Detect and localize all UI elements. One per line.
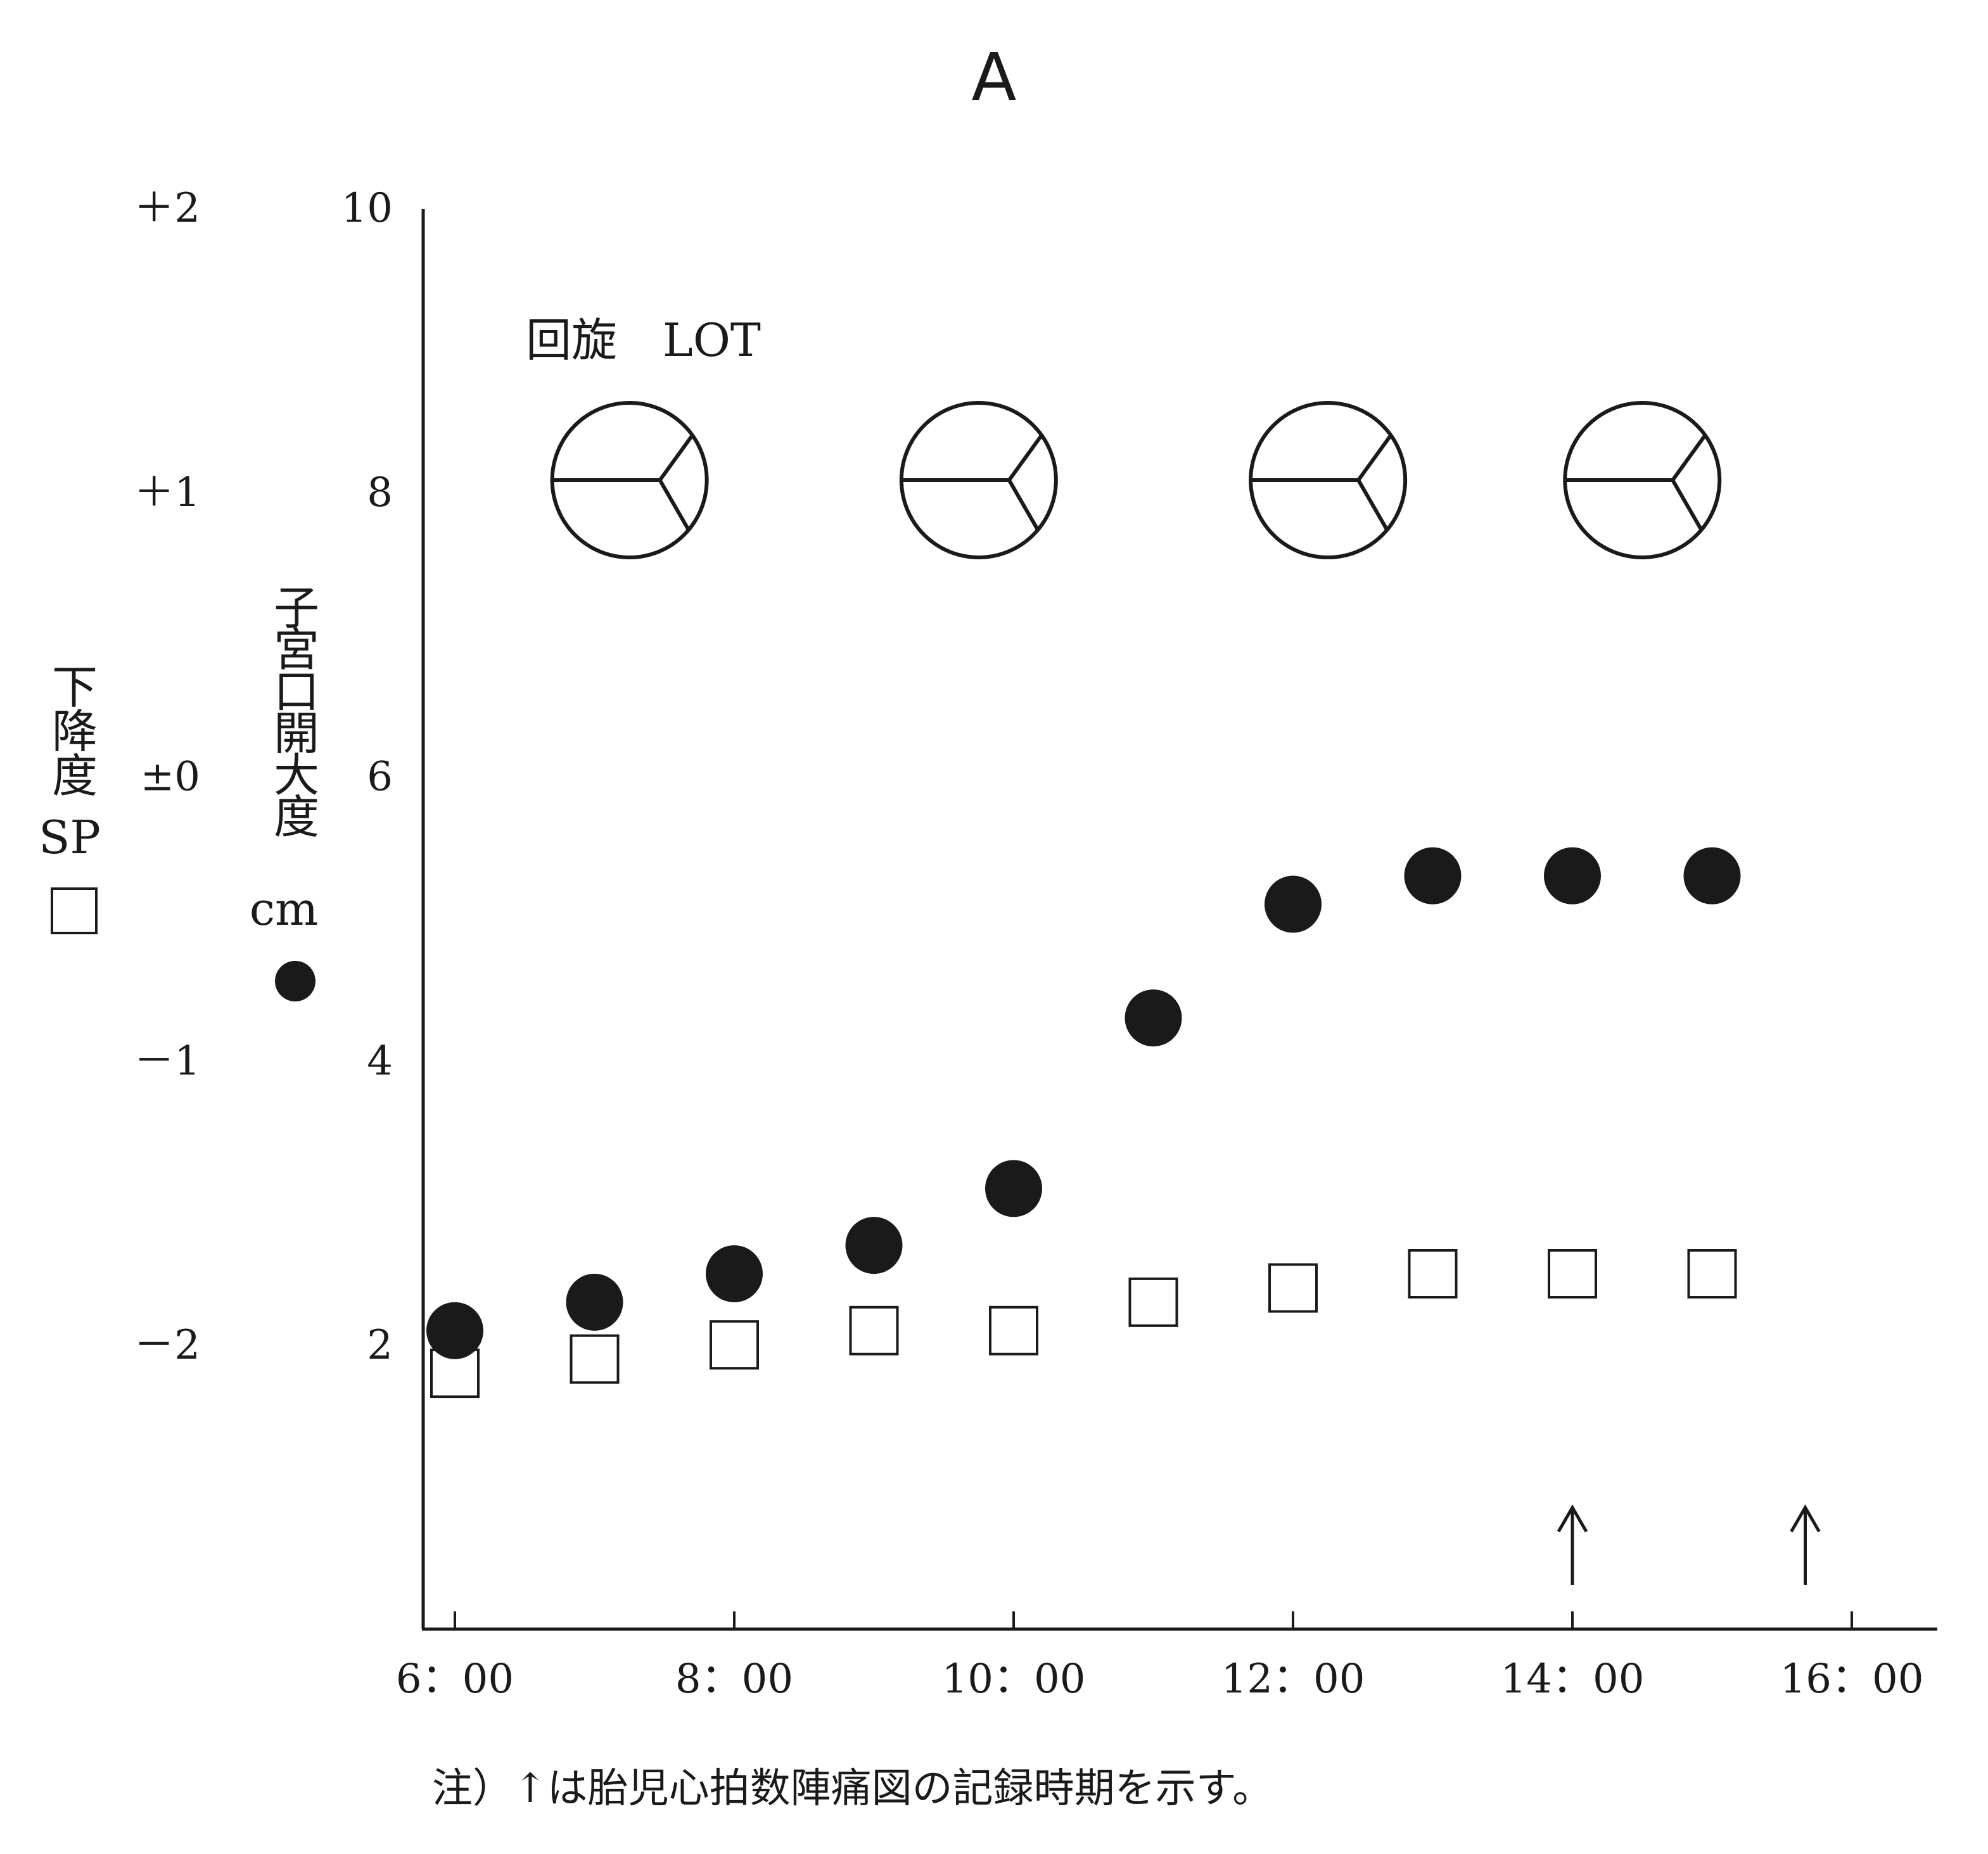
station-point [710,1320,759,1370]
x-tick-label: 16：00 [1780,1656,1924,1703]
x-tick-label: 8：00 [675,1656,793,1703]
dilation-point [426,1302,483,1359]
dilation-point [985,1160,1042,1217]
dilation-tick-label: 4 [367,1038,393,1084]
station-point [570,1334,620,1384]
x-tick-label: 14：00 [1501,1656,1645,1703]
station-label-char: 度 [52,749,98,803]
dilation-point [1544,847,1601,905]
footnote: 注）↑は胎児心拍数陣痛図の記録時期を示す。 [432,1765,1273,1812]
lot-rotation-icon [1563,401,1722,559]
station-point [1128,1277,1178,1327]
station-tick-label: ±0 [141,754,200,801]
station-unit: SP [39,811,101,864]
dilation-point [1683,847,1741,905]
station-point [1268,1263,1318,1313]
dilation-point [845,1217,903,1274]
dilation-series [426,847,1741,1359]
dilation-label-char: 大 [274,749,319,802]
station-tick-label: －2 [134,1322,200,1369]
ctg-record-arrows [1557,1504,1821,1585]
dilation-label-char: 開 [274,707,319,760]
station-tick-label: ＋1 [134,469,200,516]
dilation-tick-label: 8 [367,469,393,516]
filled-circle-legend-icon [275,961,315,1001]
dilation-label-char: 宮 [274,623,319,676]
dilation-label-char: 子 [274,581,319,635]
station-series [430,1249,1737,1399]
lot-rotation-icon [1249,401,1408,559]
up-arrow-icon [1557,1504,1588,1585]
station-tick-label: －1 [134,1038,200,1084]
station-ticks: ＋2 ＋1 ±0 －1 －2 [134,185,200,1369]
station-label-char: 降 [52,705,98,758]
dilation-point [706,1245,763,1302]
dilation-ticks: 10 8 6 4 2 [341,185,393,1369]
dilation-tick-label: 2 [367,1322,393,1369]
station-point [1548,1249,1597,1298]
axes [421,209,1937,1631]
lot-rotation-icon [899,401,1058,559]
dilation-label-char: 口 [274,665,319,718]
station-point [849,1305,899,1356]
open-square-legend-icon [51,887,98,934]
dilation-point [566,1273,623,1331]
dilation-unit: cm [250,882,319,936]
station-point [1408,1249,1458,1298]
x-tick-label: 6：00 [396,1656,514,1703]
dilation-tick-label: 10 [341,185,393,232]
dilation-point [1265,875,1322,933]
chart-title: A [971,39,1016,116]
station-axis-label: 下降度 SP [39,661,101,864]
station-point [989,1305,1038,1356]
x-tick-label: 10：00 [942,1656,1086,1703]
dilation-point [1404,847,1462,905]
station-point [1687,1249,1737,1298]
station-label-char: 下 [52,661,98,714]
up-arrow-icon [1790,1504,1821,1585]
dilation-point [1125,989,1182,1047]
x-tick-label: 12：00 [1221,1656,1365,1703]
dilation-label-char: 度 [274,790,319,844]
rotation-label: 回旋 LOT [526,314,761,367]
x-axis-ticks: 6：00 8：00 10：00 12：00 14：00 16：00 [396,1611,1924,1703]
rotation-diagrams [550,401,1722,559]
dilation-tick-label: 6 [367,754,393,801]
station-tick-label: ＋2 [134,185,200,232]
lot-rotation-icon [550,401,709,559]
